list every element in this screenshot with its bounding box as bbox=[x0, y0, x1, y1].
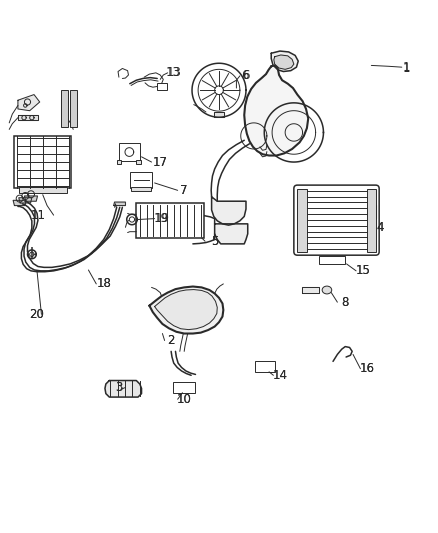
Text: 19: 19 bbox=[155, 212, 170, 225]
Bar bbox=[136, 160, 141, 164]
Text: 14: 14 bbox=[272, 369, 287, 382]
Text: 1: 1 bbox=[403, 62, 410, 75]
Polygon shape bbox=[25, 196, 38, 201]
Text: 13: 13 bbox=[167, 66, 182, 79]
Bar bbox=[119, 143, 140, 161]
Polygon shape bbox=[244, 66, 308, 156]
Polygon shape bbox=[302, 287, 319, 293]
Bar bbox=[70, 90, 77, 127]
Text: 20: 20 bbox=[29, 308, 44, 321]
Ellipse shape bbox=[322, 286, 332, 294]
Text: 10: 10 bbox=[177, 393, 191, 406]
Text: 14: 14 bbox=[272, 369, 287, 382]
Polygon shape bbox=[212, 197, 246, 225]
Text: 15: 15 bbox=[355, 264, 370, 277]
Text: 16: 16 bbox=[360, 362, 374, 375]
Bar bbox=[297, 189, 307, 252]
Text: 17: 17 bbox=[153, 156, 168, 168]
Text: 18: 18 bbox=[96, 277, 111, 290]
Text: 7: 7 bbox=[180, 184, 188, 197]
Text: 11: 11 bbox=[31, 208, 46, 222]
Bar bbox=[319, 256, 345, 264]
Polygon shape bbox=[215, 224, 248, 244]
Polygon shape bbox=[149, 287, 223, 334]
Text: 7: 7 bbox=[180, 184, 188, 197]
Text: 18: 18 bbox=[96, 277, 111, 290]
Text: 1: 1 bbox=[403, 61, 410, 74]
Text: 3: 3 bbox=[115, 381, 123, 394]
Bar bbox=[117, 160, 121, 164]
Polygon shape bbox=[114, 202, 125, 206]
Text: 4: 4 bbox=[376, 221, 384, 234]
Bar bbox=[136, 203, 204, 238]
Text: 8: 8 bbox=[342, 296, 349, 309]
Text: 16: 16 bbox=[360, 362, 374, 375]
Bar bbox=[14, 136, 71, 188]
Bar bbox=[61, 90, 68, 127]
Text: 5: 5 bbox=[211, 235, 218, 248]
FancyBboxPatch shape bbox=[294, 185, 379, 255]
Text: 4: 4 bbox=[376, 221, 384, 234]
Bar bbox=[157, 83, 167, 90]
Text: 13: 13 bbox=[166, 66, 181, 79]
Text: 10: 10 bbox=[177, 393, 191, 406]
Bar bbox=[131, 187, 151, 191]
Bar bbox=[173, 382, 195, 393]
Polygon shape bbox=[155, 289, 217, 329]
Polygon shape bbox=[214, 112, 224, 117]
Polygon shape bbox=[271, 51, 298, 71]
Polygon shape bbox=[13, 200, 26, 206]
Polygon shape bbox=[274, 55, 294, 69]
Polygon shape bbox=[105, 381, 141, 397]
Text: 2: 2 bbox=[167, 334, 175, 347]
Text: 15: 15 bbox=[355, 264, 370, 277]
Text: 8: 8 bbox=[342, 296, 349, 309]
Bar bbox=[19, 187, 67, 193]
Text: 19: 19 bbox=[154, 212, 169, 225]
Text: 11: 11 bbox=[31, 208, 46, 222]
Text: 2: 2 bbox=[167, 334, 175, 347]
Bar bbox=[254, 361, 275, 372]
Text: 5: 5 bbox=[211, 235, 218, 248]
Text: 6: 6 bbox=[242, 69, 250, 83]
Text: 17: 17 bbox=[153, 156, 168, 168]
Text: 3: 3 bbox=[115, 381, 123, 394]
Bar bbox=[367, 189, 376, 252]
Text: 6: 6 bbox=[241, 69, 249, 83]
Polygon shape bbox=[18, 115, 39, 120]
Polygon shape bbox=[19, 198, 32, 203]
Polygon shape bbox=[18, 94, 40, 111]
Bar bbox=[130, 172, 152, 188]
Text: 20: 20 bbox=[29, 308, 44, 321]
